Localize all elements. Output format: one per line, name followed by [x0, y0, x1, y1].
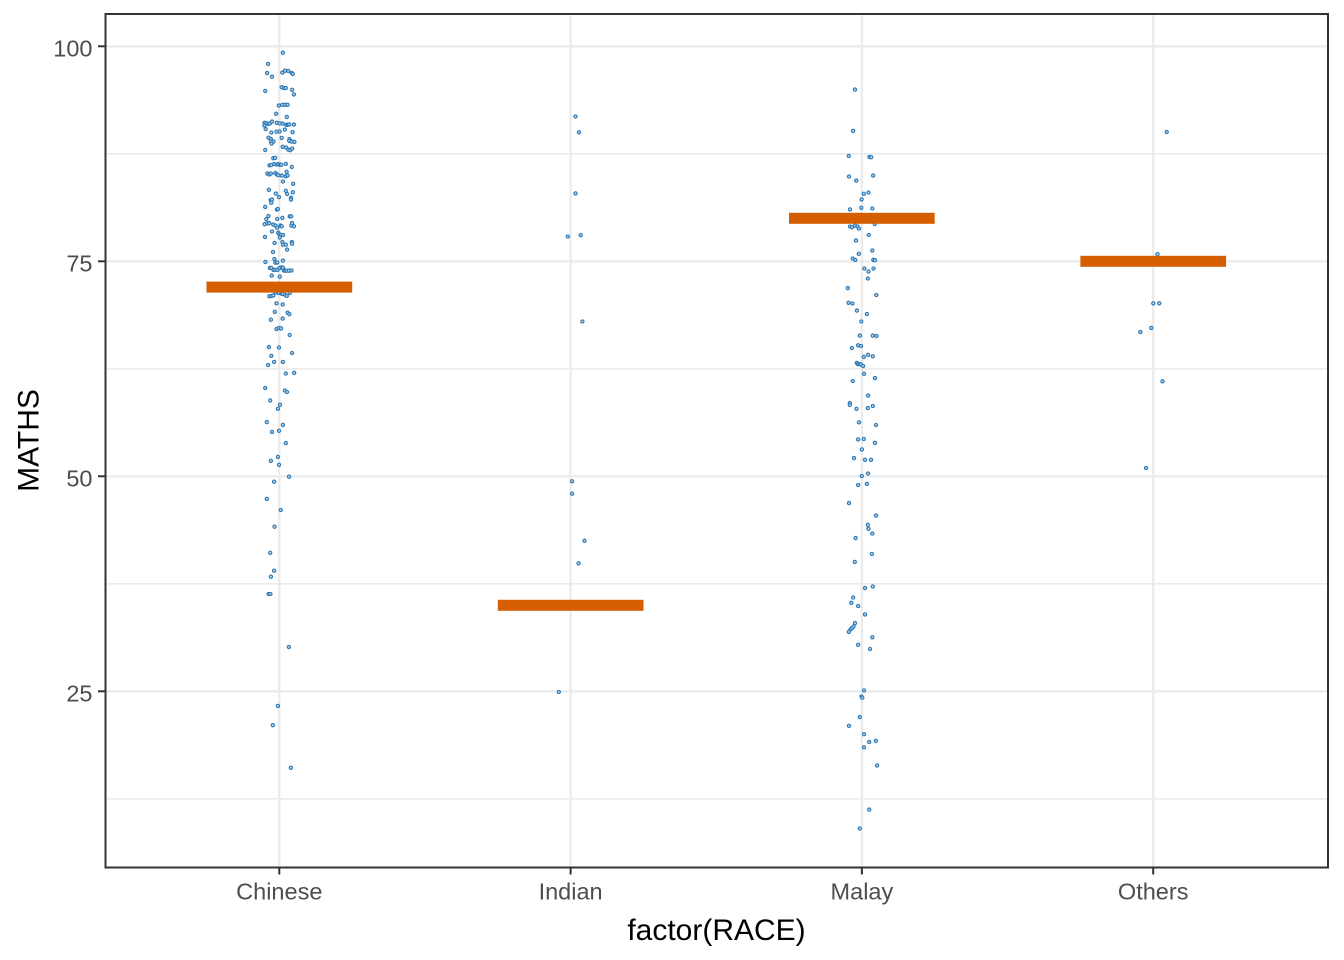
svg-text:75: 75	[66, 250, 92, 276]
svg-text:50: 50	[66, 465, 92, 491]
svg-text:Chinese: Chinese	[236, 879, 322, 905]
svg-text:factor(RACE): factor(RACE)	[627, 914, 805, 947]
svg-text:Malay: Malay	[831, 879, 894, 905]
svg-text:Indian: Indian	[539, 879, 603, 905]
svg-text:100: 100	[53, 35, 92, 61]
svg-text:MATHS: MATHS	[13, 389, 46, 492]
svg-text:25: 25	[66, 680, 92, 706]
svg-text:Others: Others	[1118, 879, 1189, 905]
